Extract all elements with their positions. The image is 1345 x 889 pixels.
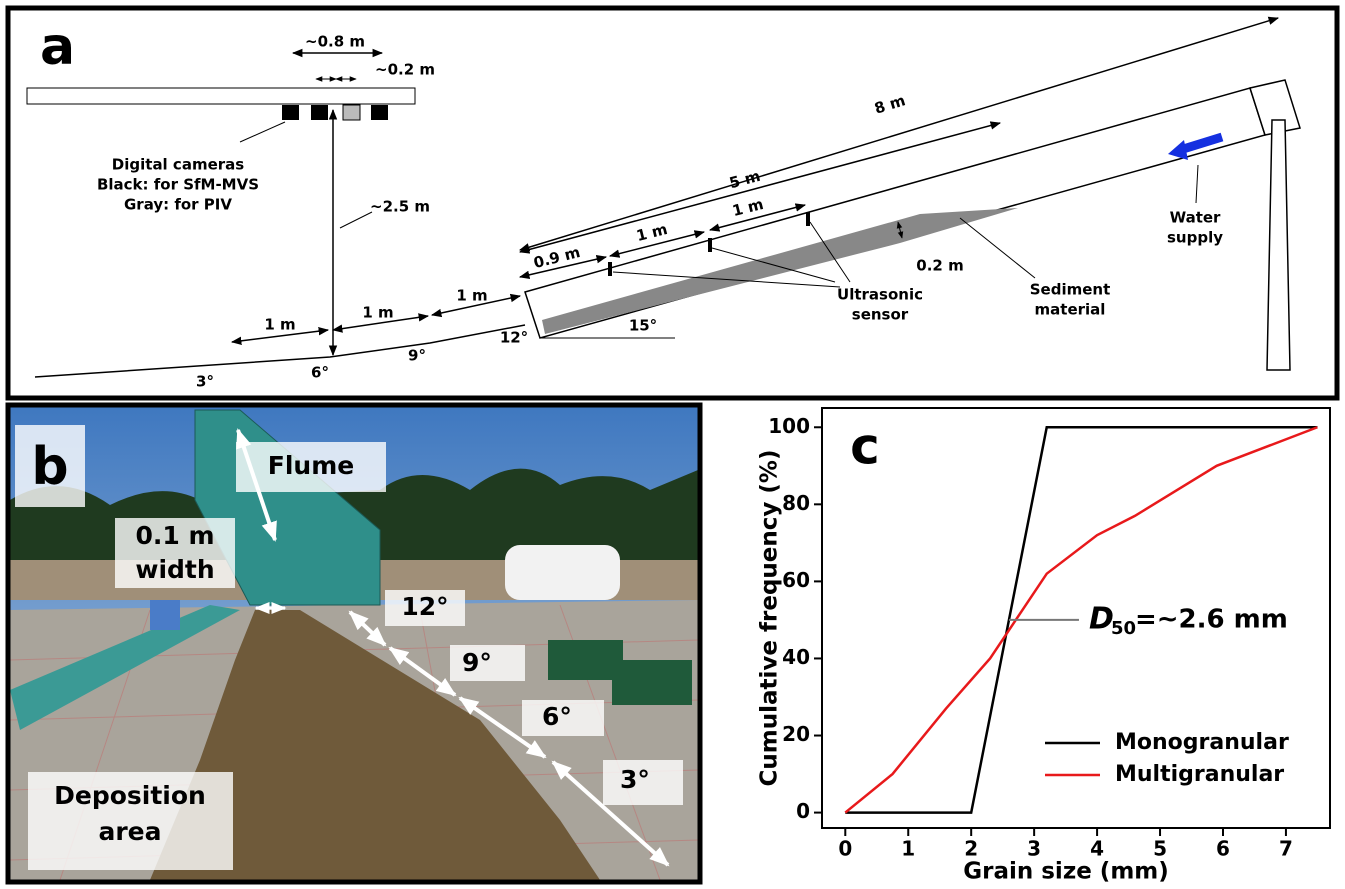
data-line [844,426,1318,814]
x-tick-label: 7 [1279,837,1293,861]
y-tick-label: 80 [782,491,810,515]
camera-label: Black: for SfM-MVS [97,176,259,194]
camera-label: Digital cameras [112,156,244,174]
sensor-label: Ultrasonic [837,286,923,304]
dimension-label: 1 m [456,287,487,305]
sediment-label: material [1035,301,1106,319]
angle-label: 6° [311,364,329,382]
x-tick-label: 6 [1216,837,1230,861]
photo-label: area [98,817,161,846]
photo-label: Deposition [54,781,206,810]
y-tick-label: 0 [796,799,810,823]
photo-label: 3° [620,765,650,794]
dimension-label: 1 m [362,304,393,322]
dimension-label: 0.2 m [916,257,963,275]
angle-label: 3° [196,373,214,391]
x-tick-label: 4 [1090,837,1104,861]
y-tick-label: 20 [782,722,810,746]
x-tick-label: 5 [1153,837,1167,861]
photo-label: 6° [542,702,572,731]
y-tick-label: 60 [782,568,810,592]
sensor-label: sensor [852,306,909,324]
angle-label: 15° [629,317,657,335]
legend-label: Multigranular [1115,762,1284,787]
y-axis-label: Cumulative frequency (%) [757,450,783,787]
panel-label: b [31,437,68,497]
photo-label: Flume [268,451,354,480]
x-tick-label: 1 [901,837,915,861]
sediment-label: Sediment [1030,281,1111,299]
x-tick-label: 2 [964,837,978,861]
dimension-label: ~0.2 m [375,61,435,79]
panel-label: c [850,418,880,476]
photo-label: 0.1 m [135,521,214,550]
water-label: supply [1167,229,1223,247]
photo-label: 12° [401,592,448,621]
x-axis-label: Grain size (mm) [963,859,1169,885]
dimension-label: ~2.5 m [370,198,430,216]
x-tick-label: 3 [1027,837,1041,861]
annotation-subscript: 50 [1111,618,1136,639]
y-tick-label: 40 [782,645,810,669]
annotation-symbol: D [1089,601,1114,636]
dimension-label: ~0.8 m [305,33,365,51]
photo-label: 9° [462,648,492,677]
panel-c: 0 20 40 60 80 100 0 1 2 3 4 5 6 7 Grain size (mm) Cumul… [757,407,1331,885]
angle-label: 12° [500,329,528,347]
annotation-text: =~2.6 mm [1135,604,1288,634]
water-label: Water [1170,209,1221,227]
legend-label: Monogranular [1115,730,1289,755]
photo-label: width [135,555,214,584]
dimension-label: 1 m [264,316,295,334]
photo-labels: b Flume 0.1 m width 12° 9° 6° 3° Deposit… [15,425,683,870]
plot-frame [821,407,1331,829]
panel-label: a [40,17,75,77]
angle-label: 9° [408,347,426,365]
x-tick-label: 0 [838,837,852,861]
camera-label: Gray: for PIV [124,196,232,214]
y-tick-label: 100 [768,414,810,438]
panel-a: a ~0.8 m ~0.2 m Digital cameras Black: f… [5,5,1340,401]
